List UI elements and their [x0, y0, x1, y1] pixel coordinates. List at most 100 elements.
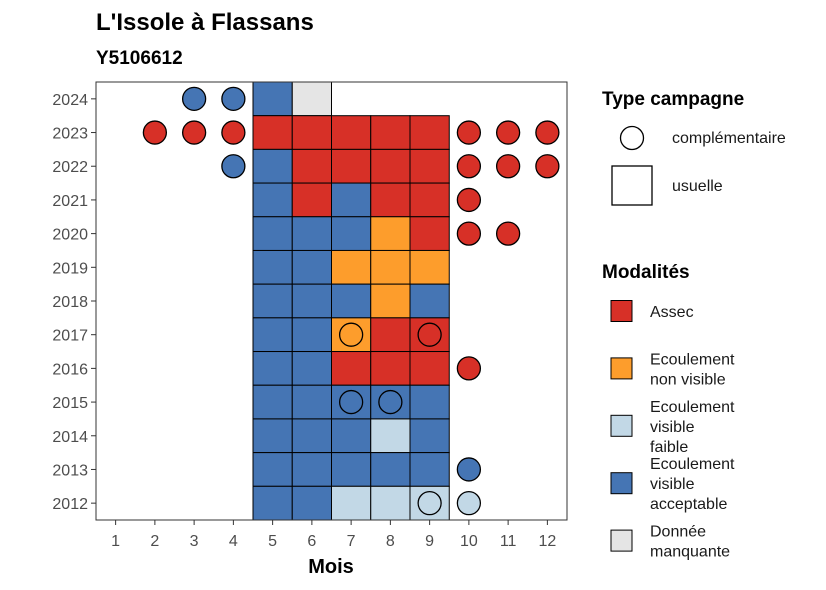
heatmap-cell — [291, 384, 332, 420]
heatmap-cell — [409, 249, 450, 285]
y-tick-label: 2017 — [52, 328, 88, 345]
chart-subtitle: Y5106612 — [96, 48, 183, 69]
campaign-point — [181, 120, 207, 145]
heatmap-cell — [409, 418, 450, 454]
legend-label-ecoulement-visible-faible: Ecoulement visible faible — [650, 399, 735, 456]
heatmap-cell — [409, 182, 450, 218]
y-tick-label: 2021 — [52, 193, 88, 210]
campaign-point — [417, 491, 442, 516]
heatmap-cell — [291, 317, 332, 353]
y-tick-label: 2015 — [52, 395, 88, 412]
heatmap-cell — [331, 115, 372, 150]
heatmap-cell — [252, 115, 293, 150]
y-tick-label: 2020 — [52, 227, 88, 244]
legend-modalities-title: Modalités — [602, 262, 690, 283]
legend-swatch-assec — [610, 300, 633, 322]
heatmap-cell — [291, 452, 332, 487]
x-tick-label: 7 — [347, 533, 356, 550]
y-tick-label: 2019 — [52, 260, 88, 277]
heatmap-cell — [252, 81, 293, 117]
campaign-point — [221, 86, 246, 111]
heatmap-cell — [252, 384, 293, 420]
heatmap-cell — [331, 418, 372, 454]
x-tick-label: 5 — [268, 533, 277, 550]
heatmap-cell — [291, 418, 332, 454]
heatmap-cell — [409, 148, 450, 184]
campaign-point — [221, 154, 246, 179]
legend-label-ecoulement-visible-acceptable: Ecoulement visible acceptable — [650, 456, 735, 513]
heatmap-cell — [331, 249, 372, 285]
heatmap-cell — [370, 249, 411, 285]
heatmap-cell — [331, 351, 372, 386]
heatmap-cell — [291, 81, 332, 117]
heatmap-cell — [252, 452, 293, 487]
heatmap-cell — [370, 115, 411, 150]
heatmap-cell — [252, 283, 293, 319]
plot-area — [95, 81, 568, 521]
heatmap-cell — [370, 452, 411, 487]
heatmap-cell — [252, 418, 293, 454]
heatmap-cell — [252, 351, 293, 386]
legend-swatch-ecoulement-non-visible — [610, 357, 633, 380]
heatmap-cell — [370, 351, 411, 386]
heatmap-cell — [409, 283, 450, 319]
campaign-point — [456, 154, 482, 179]
campaign-point — [338, 322, 364, 347]
x-tick-label: 3 — [190, 533, 199, 550]
legend-swatch-ecoulement-visible-faible — [610, 414, 633, 437]
x-tick-label: 11 — [500, 533, 517, 550]
heatmap-cell — [291, 182, 332, 218]
heatmap-cell — [331, 452, 372, 487]
x-tick-label: 6 — [307, 533, 316, 550]
y-axis: 2012 2013 2014 2015 2016 2017 2018 2019 2020 2021… — [52, 92, 96, 513]
heatmap-cell — [252, 148, 293, 184]
y-tick-label: 2022 — [52, 159, 88, 176]
heatmap-cell — [252, 485, 293, 521]
campaign-point — [456, 221, 482, 246]
x-axis: 1 2 3 4 5 6 7 8 9 10 11 12 — [111, 520, 556, 550]
y-tick-label: 2013 — [52, 462, 88, 479]
y-tick-label: 2014 — [52, 429, 88, 446]
y-tick-label: 2018 — [52, 294, 88, 311]
x-tick-label: 1 — [111, 533, 120, 550]
campaign-point — [378, 389, 403, 415]
legend-usuelle-label: usuelle — [672, 178, 723, 195]
x-tick-label: 2 — [150, 533, 159, 550]
heatmap-cell — [370, 148, 411, 184]
heatmap-cell — [252, 216, 293, 251]
heatmap-cell — [370, 418, 411, 454]
heatmap-cell — [291, 485, 332, 521]
legend-swatch-ecoulement-visible-acceptable — [610, 472, 633, 495]
y-tick-label: 2023 — [52, 126, 88, 143]
heatmap-cell — [331, 182, 372, 218]
legend-label-ecoulement-non-visible: Ecoulement non visible — [650, 351, 735, 388]
heatmap-cell — [409, 216, 450, 251]
x-tick-label: 10 — [460, 533, 478, 550]
chart-title: L'Issole à Flassans — [96, 9, 314, 36]
heatmap-cell — [291, 249, 332, 285]
campaign-point — [535, 120, 560, 145]
heatmap-cell — [331, 283, 372, 319]
heatmap-cell — [291, 115, 332, 150]
campaign-point — [181, 86, 207, 111]
heatmap-cell — [291, 216, 332, 251]
legend-campaign-title: Type campagne — [602, 89, 744, 110]
legend-swatch-donnee-manquante — [610, 529, 633, 552]
campaign-point — [338, 389, 364, 415]
legend-circle-key — [619, 125, 645, 151]
heatmap-cell — [370, 182, 411, 218]
legend-complementaire-label: complémentaire — [672, 130, 786, 147]
squares-layer — [252, 81, 450, 521]
heatmap-cell — [331, 216, 372, 251]
heatmap-cell — [409, 115, 450, 150]
x-tick-label: 4 — [229, 533, 238, 550]
x-axis-title: Mois — [308, 556, 354, 578]
campaign-point — [221, 120, 246, 145]
heatmap-cell — [252, 182, 293, 218]
campaign-point — [456, 187, 482, 213]
heatmap-cell — [252, 249, 293, 285]
legend-label-assec: Assec — [650, 304, 694, 321]
campaign-point — [456, 491, 482, 516]
heatmap-cell — [291, 283, 332, 319]
